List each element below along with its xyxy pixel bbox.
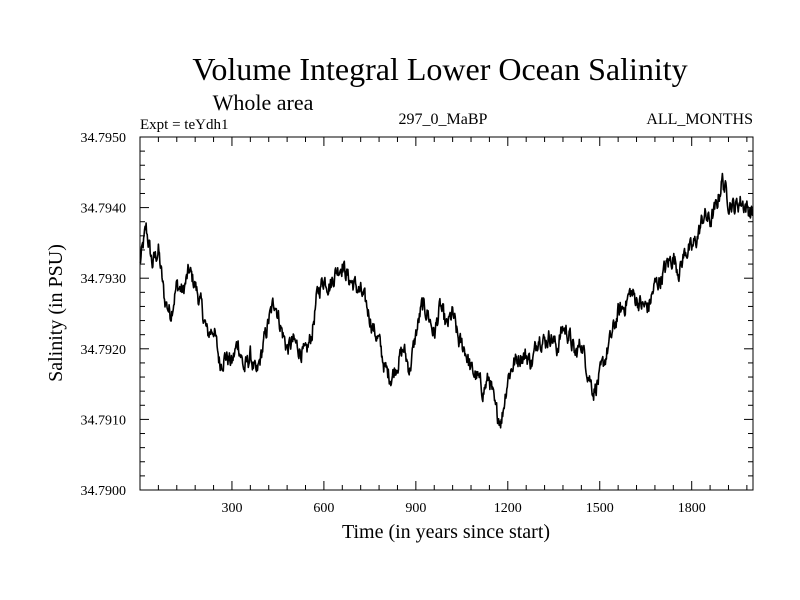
plot-frame — [139, 136, 754, 491]
y-tick-label: 34.7920 — [81, 343, 127, 358]
y-axis-label: Salinity (in PSU) — [45, 244, 67, 382]
y-tick-label: 34.7950 — [81, 131, 127, 146]
series-layer — [139, 172, 754, 429]
series-line-teYdh1 — [139, 172, 754, 429]
chart-title: Volume Integral Lower Ocean Salinity — [192, 51, 687, 87]
x-axis-label: Time (in years since start) — [342, 521, 550, 543]
period-label: 297_0_MaBP — [399, 111, 488, 128]
x-tick-label: 1800 — [678, 501, 706, 516]
experiment-label: Expt = teYdh1 — [140, 117, 228, 133]
x-tick-label: 300 — [221, 501, 242, 516]
x-tick-label: 900 — [405, 501, 426, 516]
x-tick-label: 1200 — [494, 501, 522, 516]
y-tick-label: 34.7900 — [81, 484, 127, 499]
x-tick-label: 600 — [313, 501, 334, 516]
months-label: ALL_MONTHS — [646, 111, 753, 128]
ticks-layer: 300 600 900 1200 1500 1800 34.7900 34.7910 34.79… — [81, 131, 753, 516]
y-tick-label: 34.7910 — [81, 413, 127, 428]
y-tick-label: 34.7940 — [81, 202, 127, 217]
y-tick-label: 34.7930 — [81, 272, 127, 287]
chart-subtitle: Whole area — [213, 90, 314, 115]
x-tick-label: 1500 — [586, 501, 614, 516]
